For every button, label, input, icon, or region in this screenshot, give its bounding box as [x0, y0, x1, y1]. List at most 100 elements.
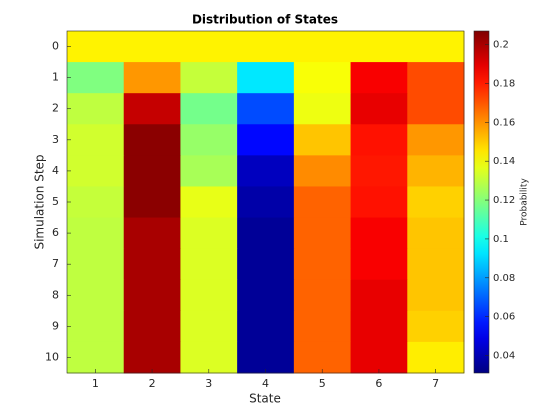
x-tick-label: 5 — [319, 377, 326, 390]
heatmap-cell — [293, 93, 352, 125]
heatmap-cell — [67, 93, 125, 125]
y-axis-label: Simulation Step — [33, 154, 47, 249]
colorbar-tick-label: 0.2 — [493, 40, 509, 51]
heatmap-cell — [293, 217, 352, 250]
heatmap-cell — [350, 93, 408, 125]
colorbar-tick-label: 0.12 — [493, 195, 515, 206]
heatmap-cell — [350, 62, 408, 94]
heatmap-cell — [67, 310, 125, 343]
heatmap-cell — [350, 186, 408, 219]
heatmap-cell — [350, 217, 408, 250]
x-tick-label: 3 — [205, 377, 212, 390]
y-tick-label: 9 — [52, 319, 59, 332]
heatmap-cell — [350, 31, 408, 63]
heatmap-cell — [123, 155, 181, 187]
y-tick-label: 4 — [52, 164, 59, 177]
colorbar-label: Probability — [520, 178, 530, 226]
y-tick-label: 5 — [52, 195, 59, 208]
heatmap-cell — [350, 341, 408, 374]
y-tick-label: 3 — [52, 133, 59, 146]
heatmap-cell — [180, 124, 238, 156]
heatmap-cell — [407, 155, 465, 187]
heatmap-cell — [293, 186, 352, 219]
heatmap-cell — [293, 248, 352, 281]
heatmap-cell — [407, 341, 465, 374]
y-tick-label: 1 — [52, 71, 59, 84]
heatmap-cell — [123, 217, 181, 250]
heatmap-cell — [123, 93, 181, 125]
heatmap-cell — [123, 62, 181, 94]
heatmap-cell — [67, 279, 125, 312]
y-tick-label: 10 — [45, 350, 59, 363]
colorbar — [473, 30, 490, 374]
heatmap-cell — [237, 310, 295, 343]
heatmap-cell — [237, 124, 295, 156]
heatmap-cell — [407, 31, 465, 63]
colorbar-tick-label: 0.1 — [493, 234, 509, 245]
heatmap-cell — [350, 279, 408, 312]
heatmap-cell — [67, 341, 125, 374]
heatmap-cell — [237, 279, 295, 312]
colorbar-tick-label: 0.18 — [493, 78, 515, 89]
heatmap-cell — [350, 248, 408, 281]
heatmap-cell — [67, 217, 125, 250]
heatmap-cell — [293, 341, 352, 374]
heatmap-cell — [237, 31, 295, 63]
heatmap-cell — [180, 186, 238, 219]
colorbar-tick-label: 0.08 — [493, 273, 515, 284]
y-tick-label: 2 — [52, 102, 59, 115]
heatmap-cell — [123, 279, 181, 312]
x-tick-label: 1 — [92, 377, 99, 390]
heatmap-cell — [293, 310, 352, 343]
heatmap-cell — [237, 217, 295, 250]
y-tick-label: 8 — [52, 288, 59, 301]
heatmap-cell — [407, 217, 465, 250]
chart-title: Distribution of States — [192, 13, 338, 27]
heatmap-cell — [67, 248, 125, 281]
y-tick-label: 6 — [52, 226, 59, 239]
colorbar-tick-label: 0.06 — [493, 312, 515, 323]
heatmap-cell — [293, 62, 352, 94]
y-tick-label: 7 — [52, 257, 59, 270]
heatmap-cell — [237, 248, 295, 281]
heatmap-cell — [350, 155, 408, 187]
heatmap-cell — [350, 124, 408, 156]
heatmap-cell — [407, 248, 465, 281]
heatmap-cell — [293, 155, 352, 187]
heatmap-cell — [123, 310, 181, 343]
x-axis-label: State — [249, 392, 281, 406]
heatmap-cell — [123, 31, 181, 63]
heatmap-cell — [123, 248, 181, 281]
heatmap-cell — [180, 248, 238, 281]
heatmap-cell — [123, 124, 181, 156]
colorbar-tick-label: 0.14 — [493, 156, 515, 167]
x-tick-label: 6 — [375, 377, 382, 390]
colorbar-tick-label: 0.04 — [493, 351, 515, 362]
heatmap-cell — [237, 155, 295, 187]
heatmap-cell — [407, 62, 465, 94]
heatmap-cell — [237, 186, 295, 219]
heatmap-cell — [293, 31, 352, 63]
heatmap-cell — [407, 124, 465, 156]
heatmap-cell — [237, 93, 295, 125]
colorbar-tick-label: 0.16 — [493, 117, 515, 128]
heatmap-cell — [180, 155, 238, 187]
heatmap-cell — [407, 93, 465, 125]
heatmap-cell — [180, 93, 238, 125]
y-tick-label: 0 — [52, 40, 59, 53]
heatmap-cell — [180, 341, 238, 374]
heatmap-cell — [180, 217, 238, 250]
heatmap-cell — [180, 31, 238, 63]
heatmap-cell — [180, 310, 238, 343]
heatmap-cell — [67, 62, 125, 94]
heatmap-cell — [67, 124, 125, 156]
heatmap-cell — [237, 62, 295, 94]
heatmap-cell — [180, 279, 238, 312]
x-tick-label: 7 — [432, 377, 439, 390]
x-tick-label: 2 — [149, 377, 156, 390]
x-tick-label: 4 — [262, 377, 269, 390]
heatmap-cell — [67, 31, 125, 63]
heatmap-cell — [123, 341, 181, 374]
heatmap-cell — [237, 341, 295, 374]
